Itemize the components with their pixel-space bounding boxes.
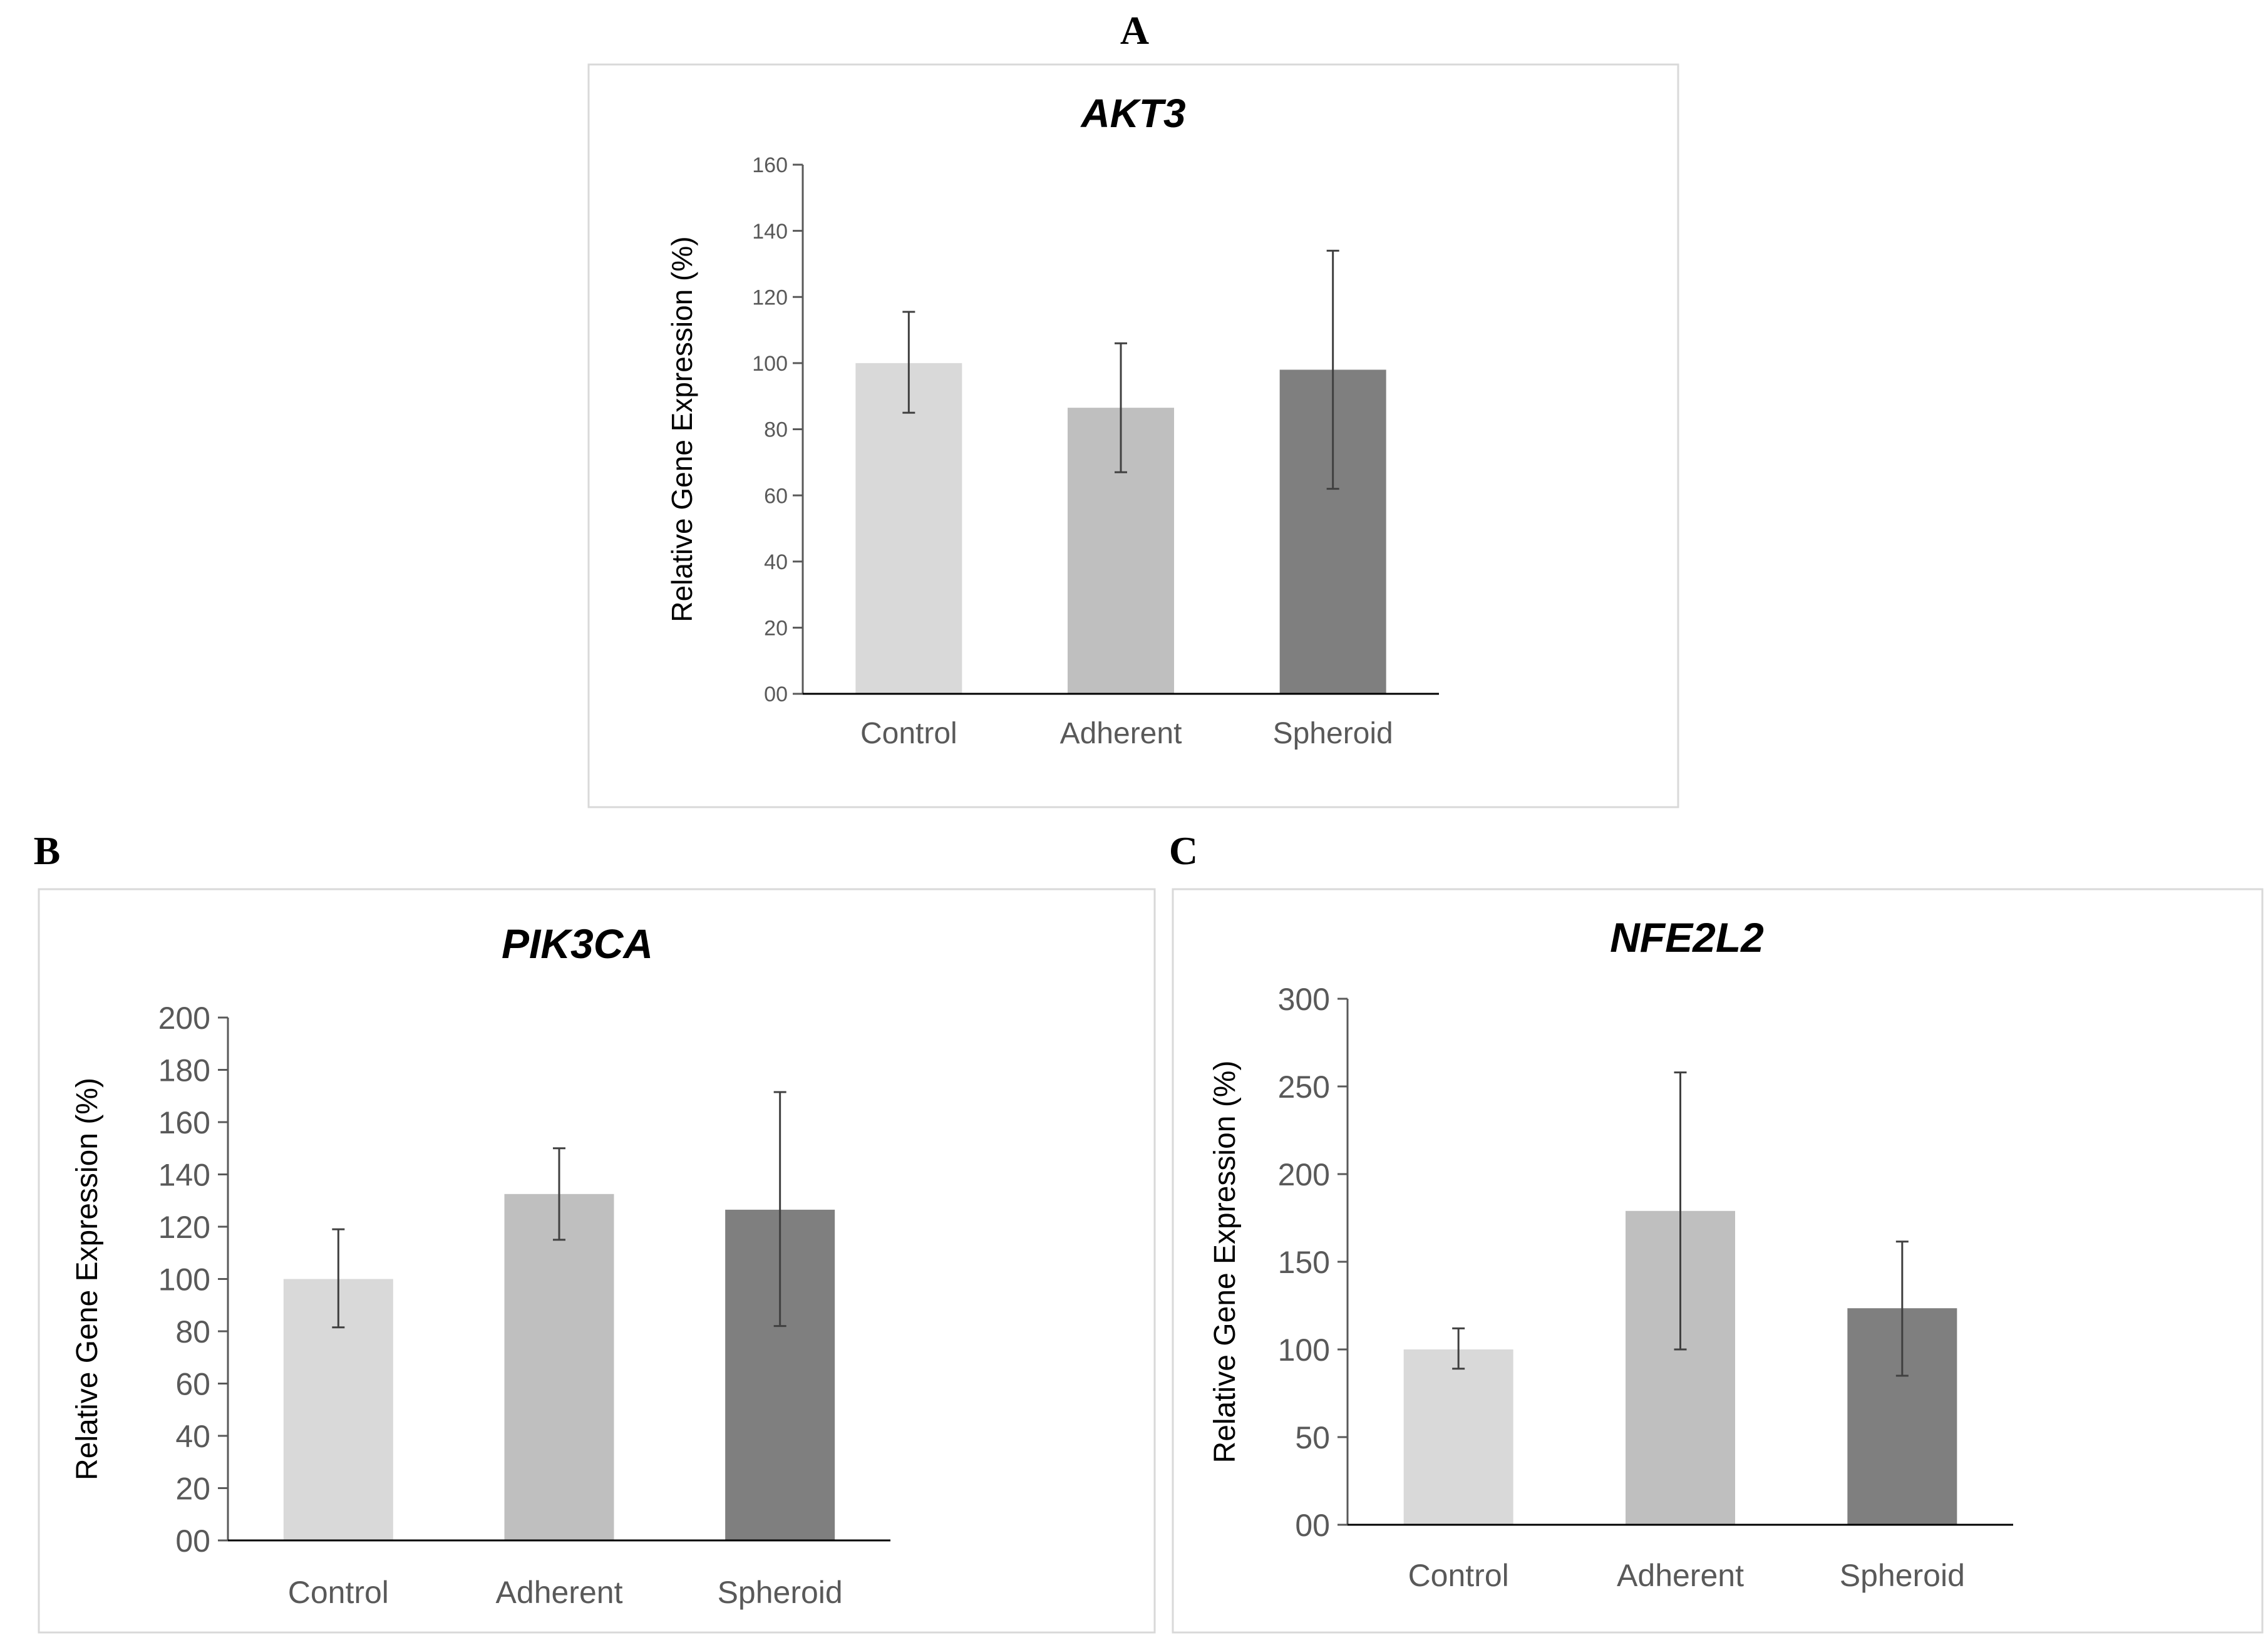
y-tick-label: 150 xyxy=(1278,1245,1330,1280)
chart-title: AKT3 xyxy=(1080,91,1185,136)
chart-title: NFE2L2 xyxy=(1610,914,1764,961)
y-tick-label: 250 xyxy=(1278,1070,1330,1105)
y-tick-label: 80 xyxy=(764,418,788,442)
y-axis-title: Relative Gene Expression (%) xyxy=(71,1078,104,1480)
chart-panel-c: C NFE2L2 Relative Gene Expression (%) 00 50 1… xyxy=(1169,828,2264,1634)
chart-panel-a: A AKT3 Relative Gene Expression (%) 00 20 40 6… xyxy=(587,8,1679,808)
y-tick-label: 140 xyxy=(158,1158,210,1193)
category-label: Control xyxy=(860,717,957,750)
chart-panel-b: B PIK3CA Relative Gene Expression (%) 00 20 4… xyxy=(34,828,1156,1634)
category-label: Control xyxy=(1408,1558,1509,1593)
y-tick-label: 20 xyxy=(764,617,788,641)
y-tick-label: 300 xyxy=(1278,982,1330,1017)
panel-letter: A xyxy=(1120,8,1149,53)
y-tick-label: 00 xyxy=(764,683,788,706)
y-tick-label: 40 xyxy=(764,550,788,574)
y-tick-label: 20 xyxy=(175,1472,210,1507)
y-tick-label: 00 xyxy=(1295,1508,1330,1543)
bar-control xyxy=(855,363,962,694)
y-tick-label: 160 xyxy=(158,1105,210,1140)
y-tick-label: 180 xyxy=(158,1053,210,1088)
panel-letter: C xyxy=(1169,828,1198,873)
category-label: Adherent xyxy=(496,1575,623,1610)
chart-title: PIK3CA xyxy=(502,920,653,967)
category-label: Adherent xyxy=(1060,717,1182,750)
y-axis-title: Relative Gene Expression (%) xyxy=(1209,1061,1242,1463)
y-tick-label: 60 xyxy=(175,1367,210,1402)
y-tick-label: 100 xyxy=(752,352,788,376)
y-tick-label: 80 xyxy=(175,1314,210,1349)
category-label: Spheroid xyxy=(718,1575,843,1610)
category-label: Adherent xyxy=(1617,1558,1744,1593)
y-tick-label: 50 xyxy=(1295,1420,1330,1455)
panel-letter: B xyxy=(34,828,61,873)
y-axis-title: Relative Gene Expression (%) xyxy=(666,236,698,622)
bar-adherent xyxy=(504,1194,614,1540)
y-tick-label: 120 xyxy=(158,1210,210,1245)
y-tick-label: 60 xyxy=(764,484,788,508)
y-tick-label: 200 xyxy=(158,1001,210,1036)
y-tick-label: 100 xyxy=(158,1262,210,1297)
category-label: Spheroid xyxy=(1840,1558,1965,1593)
y-tick-label: 120 xyxy=(752,286,788,309)
y-tick-label: 200 xyxy=(1278,1157,1330,1192)
y-tick-label: 160 xyxy=(752,153,788,177)
bar-control xyxy=(1403,1349,1513,1525)
y-tick-label: 40 xyxy=(175,1419,210,1454)
y-tick-label: 140 xyxy=(752,220,788,244)
y-tick-label: 00 xyxy=(175,1524,210,1559)
category-label: Control xyxy=(288,1575,389,1610)
y-tick-label: 100 xyxy=(1278,1333,1330,1368)
category-label: Spheroid xyxy=(1273,717,1393,750)
